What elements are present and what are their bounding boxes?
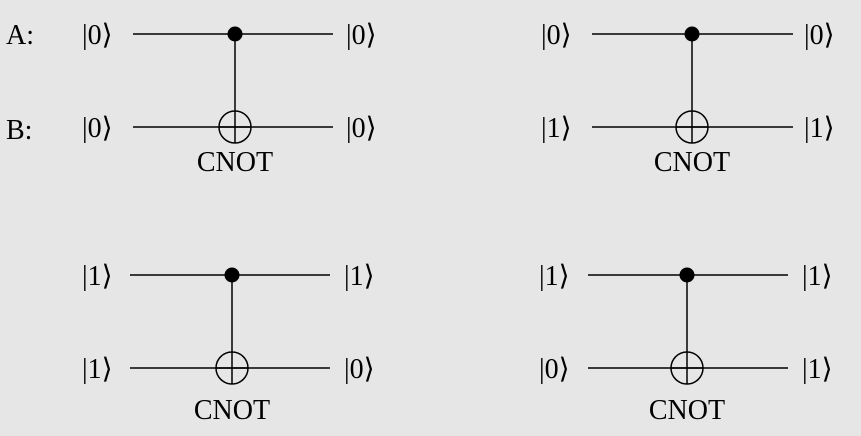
ket-a-out: |0⟩ (346, 20, 377, 51)
ket-a-in: |1⟩ (539, 261, 570, 292)
ket-b-in: |0⟩ (539, 354, 570, 385)
ket-a-out: |0⟩ (804, 20, 835, 51)
ket-b-in: |0⟩ (82, 113, 113, 144)
gate-label: CNOT (654, 147, 730, 178)
row-label-b: B: (6, 115, 32, 146)
row-label-a: A: (6, 20, 34, 51)
cnot-circuit-2: |0⟩ |1⟩ |0⟩ |1⟩ CNOT (541, 20, 835, 178)
ket-b-in: |1⟩ (541, 113, 572, 144)
control-dot (227, 26, 243, 42)
ket-b-out: |1⟩ (802, 354, 833, 385)
ket-a-in: |0⟩ (82, 20, 113, 51)
ket-b-out: |1⟩ (804, 113, 835, 144)
ket-b-out: |0⟩ (344, 354, 375, 385)
gate-label: CNOT (649, 395, 725, 426)
ket-a-in: |1⟩ (82, 261, 113, 292)
ket-b-in: |1⟩ (82, 354, 113, 385)
circuits-group: |0⟩|0⟩|0⟩|0⟩CNOT|0⟩|1⟩|0⟩|1⟩CNOT|1⟩|1⟩|1… (82, 20, 835, 426)
cnot-circuit-3: |1⟩ |1⟩ |1⟩ |0⟩ CNOT (82, 261, 375, 426)
control-dot (679, 267, 695, 283)
ket-a-out: |1⟩ (344, 261, 375, 292)
ket-b-out: |0⟩ (346, 113, 377, 144)
ket-a-out: |1⟩ (802, 261, 833, 292)
control-dot (684, 26, 700, 42)
gate-label: CNOT (197, 147, 273, 178)
cnot-circuit-1: |0⟩ |0⟩ |0⟩ |0⟩ CNOT (82, 20, 377, 178)
ket-a-in: |0⟩ (541, 20, 572, 51)
control-dot (224, 267, 240, 283)
cnot-circuit-4: |1⟩ |0⟩ |1⟩ |1⟩ CNOT (539, 261, 833, 426)
gate-label: CNOT (194, 395, 270, 426)
